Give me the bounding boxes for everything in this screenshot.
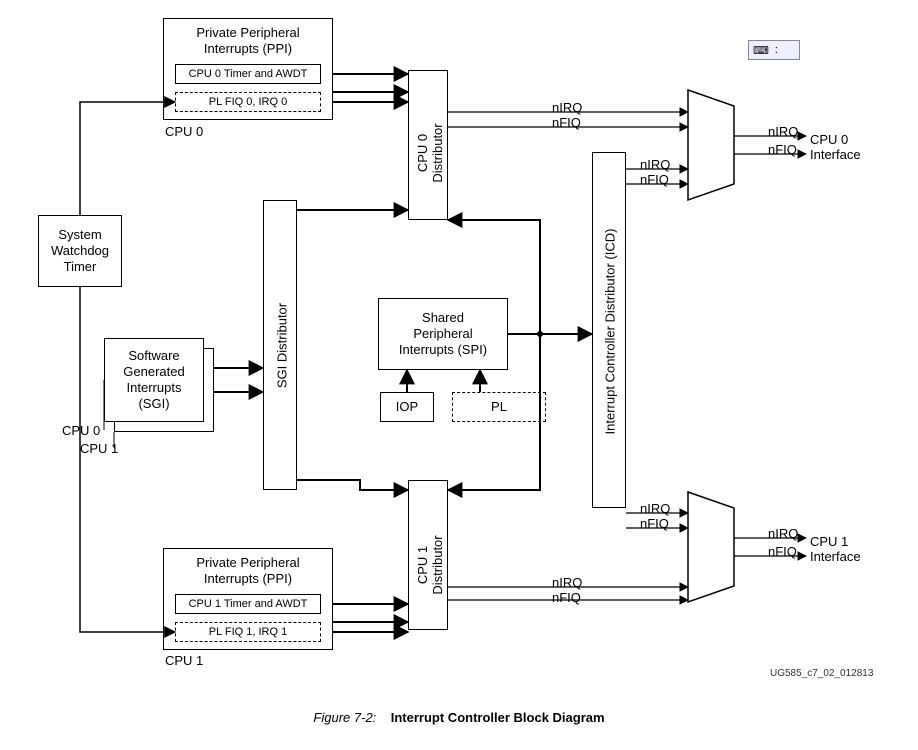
sgi-cpu1-label: CPU 1 — [80, 441, 118, 456]
spi-block: Shared Peripheral Interrupts (SPI) — [378, 298, 508, 370]
ppi1-sub1: CPU 1 Timer and AWDT — [175, 594, 321, 614]
d0-nirq: nIRQ — [552, 100, 582, 115]
figure-title: Interrupt Controller Block Diagram — [391, 710, 605, 725]
i0-nirq: nIRQ — [640, 157, 670, 172]
ppi0-sub1: CPU 0 Timer and AWDT — [175, 64, 321, 84]
ppi1-footer: CPU 1 — [165, 653, 203, 668]
docref-label: UG585_c7_02_012813 — [770, 668, 873, 679]
figure-number: Figure 7-2: — [313, 710, 376, 725]
swdt-block: System Watchdog Timer — [38, 215, 122, 287]
keyboard-icon: ⌨ — [753, 44, 769, 57]
diagram-canvas: Private Peripheral Interrupts (PPI) CPU … — [0, 0, 918, 750]
d0-nfiq: nFIQ — [552, 115, 581, 130]
d1-nirq: nIRQ — [552, 575, 582, 590]
cpu1-distributor-label: CPU 1 Distributor — [415, 505, 445, 625]
sgi-distributor-label: SGI Distributor — [275, 286, 290, 406]
i1-nirq: nIRQ — [640, 501, 670, 516]
d1-nfiq: nFIQ — [552, 590, 581, 605]
ppi0-sub2: PL FIQ 0, IRQ 0 — [175, 92, 321, 112]
icd-label: Interrupt Controller Distributor (ICD) — [603, 217, 618, 447]
o1-nfiq: nFIQ — [768, 544, 797, 559]
iop-block: IOP — [380, 392, 434, 422]
o0-nirq: nIRQ — [768, 124, 798, 139]
sgi-cpu0-label: CPU 0 — [62, 423, 100, 438]
cpu1-interface-label: CPU 1 Interface — [810, 534, 861, 564]
cpu0-distributor-label: CPU 0 Distributor — [415, 93, 445, 213]
i1-nfiq: nFIQ — [640, 516, 669, 531]
pl-block: PL — [452, 392, 546, 422]
ppi0-footer: CPU 0 — [165, 124, 203, 139]
i0-nfiq: nFIQ — [640, 172, 669, 187]
o1-nirq: nIRQ — [768, 526, 798, 541]
ppi1-title: Private Peripheral Interrupts (PPI) — [196, 555, 299, 588]
o0-nfiq: nFIQ — [768, 142, 797, 157]
cpu0-interface-label: CPU 0 Interface — [810, 132, 861, 162]
figure-caption: Figure 7-2: Interrupt Controller Block D… — [0, 710, 918, 725]
ppi1-sub2: PL FIQ 1, IRQ 1 — [175, 622, 321, 642]
dots-icon: : — [775, 44, 777, 56]
toolbar-artifact: ⌨ : — [748, 40, 800, 60]
ppi0-title: Private Peripheral Interrupts (PPI) — [196, 25, 299, 58]
sgi-block: Software Generated Interrupts (SGI) — [104, 338, 204, 422]
